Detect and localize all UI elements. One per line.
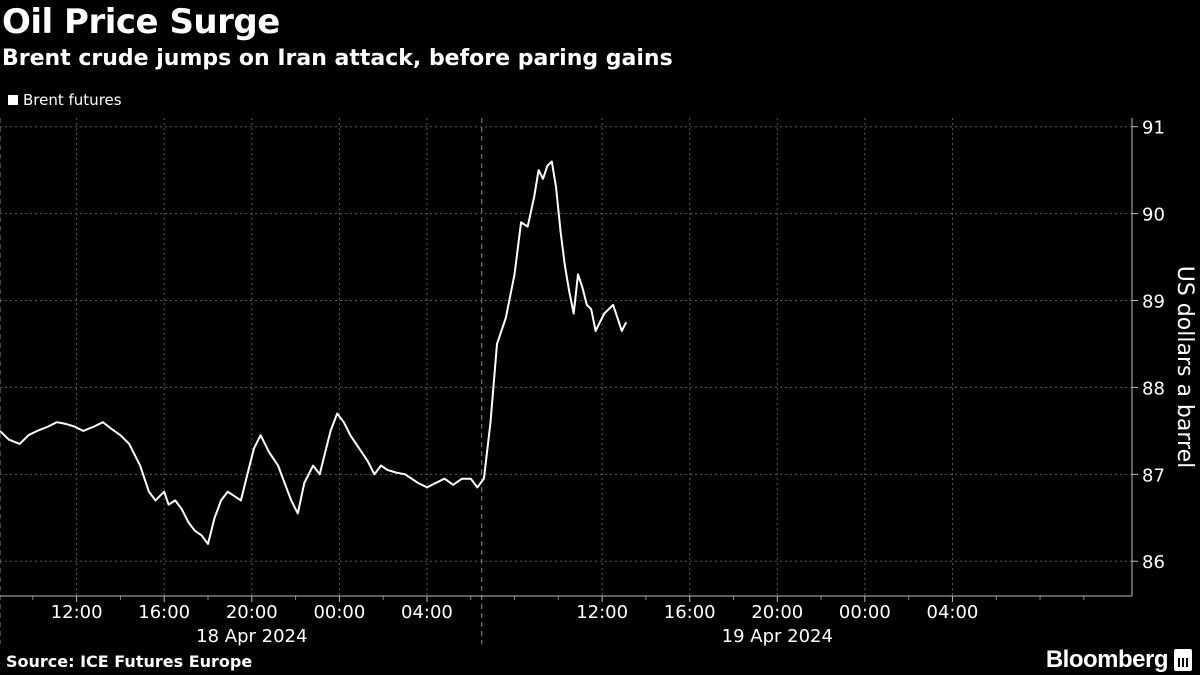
terminal-icon bbox=[1174, 649, 1192, 671]
y-tick-label: 89 bbox=[1142, 292, 1165, 313]
y-tick-label: 88 bbox=[1142, 378, 1165, 399]
series-line-brent-futures bbox=[0, 160, 628, 545]
x-tick-label: 20:00 bbox=[751, 602, 803, 623]
x-tick-label: 12:00 bbox=[576, 602, 628, 623]
y-tick-label: 86 bbox=[1142, 552, 1165, 573]
grid-lines bbox=[0, 118, 1132, 596]
source-note: Source: ICE Futures Europe bbox=[6, 652, 253, 671]
x-tick-label: 04:00 bbox=[401, 602, 453, 623]
bloomberg-logo: Bloomberg bbox=[1046, 646, 1192, 674]
x-tick-label: 20:00 bbox=[226, 602, 278, 623]
x-date-label: 19 Apr 2024 bbox=[722, 626, 833, 647]
x-tick-label: 16:00 bbox=[664, 602, 716, 623]
chart-title: Oil Price Surge bbox=[2, 2, 280, 42]
x-tick-label: 00:00 bbox=[839, 602, 891, 623]
legend-entry-brent-futures: Brent futures bbox=[23, 91, 122, 109]
y-axis-label: US dollars a barrel bbox=[1172, 266, 1197, 468]
y-tick-label: 91 bbox=[1142, 118, 1165, 139]
x-tick-label: 00:00 bbox=[313, 602, 365, 623]
y-tick-label: 90 bbox=[1142, 205, 1165, 226]
legend-swatch bbox=[8, 95, 18, 105]
y-tick-label: 87 bbox=[1142, 465, 1165, 486]
chart-subtitle: Brent crude jumps on Iran attack, before… bbox=[2, 46, 673, 71]
x-axis: 12:00 16:00 20:00 00:00 04:00 12:00 16:00 20:00… bbox=[0, 595, 1132, 647]
date-separators bbox=[0, 118, 483, 644]
x-tick-label: 16:00 bbox=[138, 602, 190, 623]
x-tick-label: 04:00 bbox=[927, 602, 979, 623]
series-layer bbox=[0, 160, 628, 545]
brand-name: Bloomberg bbox=[1045, 646, 1169, 673]
x-date-label: 18 Apr 2024 bbox=[196, 626, 307, 647]
legend: Brent futures bbox=[8, 91, 122, 109]
x-tick-label: 12:00 bbox=[51, 602, 103, 623]
y-axis: 86 87 88 89 90 91 bbox=[1131, 118, 1165, 596]
